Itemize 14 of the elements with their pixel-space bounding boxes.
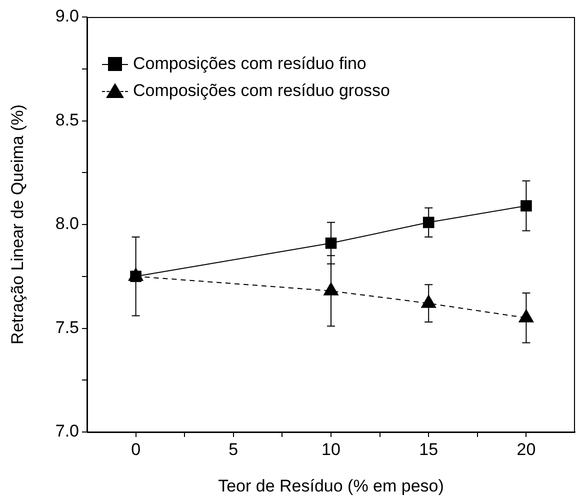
y-tick-label: 7.5 xyxy=(55,318,79,337)
x-tick-label: 20 xyxy=(516,440,536,459)
legend-label: Composições com resíduo fino xyxy=(133,53,366,75)
y-tick-label: 8.0 xyxy=(55,214,79,234)
x-tick-label: 5 xyxy=(228,440,238,459)
y-axis-title: Retração Linear de Queima (%) xyxy=(8,104,27,345)
x-tick-label: 0 xyxy=(131,440,141,459)
x-axis-title: Teor de Resíduo (% em peso) xyxy=(218,476,444,496)
x-tick-label: 10 xyxy=(322,440,340,459)
x-tick-label: 15 xyxy=(419,440,438,459)
y-tick-label: 7.0 xyxy=(55,422,79,441)
y-tick-label: 9.0 xyxy=(55,6,79,26)
legend-label: Composições com resíduo grosso xyxy=(133,80,390,102)
y-tick-label: 8.5 xyxy=(55,110,79,130)
